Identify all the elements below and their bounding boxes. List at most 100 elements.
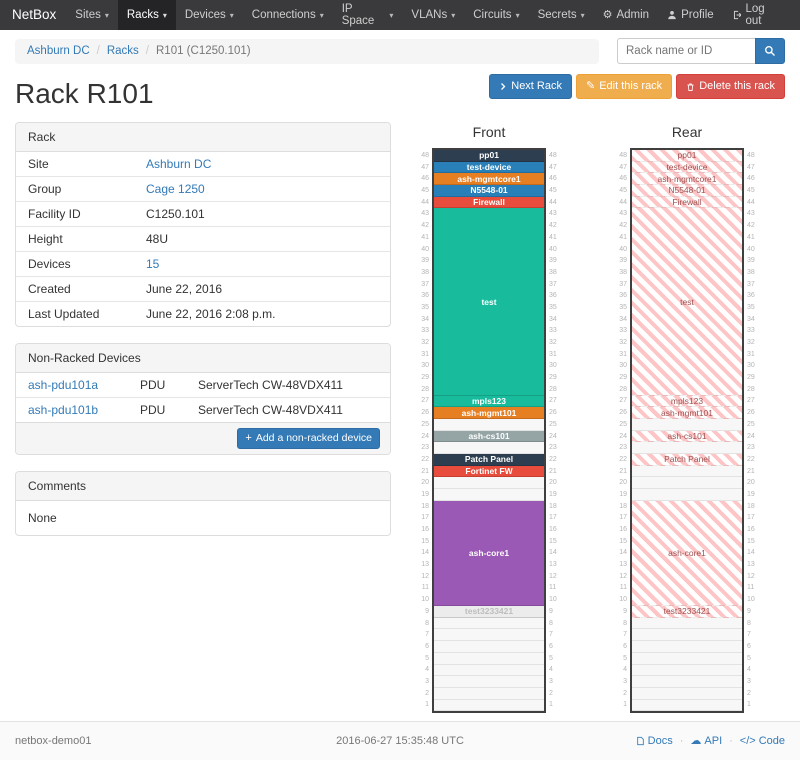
unit-number: 48 xyxy=(421,152,429,159)
unit-number: 1 xyxy=(549,701,553,709)
nav-item-circuits[interactable]: Circuits ▾ xyxy=(473,9,520,21)
rear-device-ash-mgmtcore1[interactable]: ash-mgmtcore1 xyxy=(632,173,742,186)
rear-device-n5548-01[interactable]: N5548-01 xyxy=(632,185,742,197)
rear-device-ash-core1[interactable]: ash-core1 xyxy=(632,500,742,607)
unit-number: 34 xyxy=(747,315,755,323)
device-label: test-device xyxy=(466,162,512,173)
rear-device-firewall[interactable]: Firewall xyxy=(632,196,742,209)
rear-device-ash-cs101[interactable]: ash-cs101 xyxy=(632,430,742,443)
attr-label: Last Updated xyxy=(16,301,134,326)
front-device-test-device[interactable]: test-device xyxy=(434,161,544,174)
non-racked-row-ash-pdu101b: ash-pdu101b PDU ServerTech CW-48VDX411 xyxy=(16,397,390,422)
comments-body: None xyxy=(28,510,57,525)
pencil-icon: ✎ xyxy=(586,80,596,93)
search-button[interactable] xyxy=(755,38,785,64)
device-link-ash-pdu101a[interactable]: ash-pdu101a xyxy=(28,378,99,392)
rear-device-test-device[interactable]: test-device xyxy=(632,161,742,174)
nav-item-profile[interactable]: Profile xyxy=(658,0,723,30)
device-label: ash-mgmt101 xyxy=(661,407,713,418)
attr-row-site: Site Ashburn DC xyxy=(16,152,390,177)
unit-number: 12 xyxy=(747,572,755,580)
front-device-ash-mgmt101[interactable]: ash-mgmt101 xyxy=(434,407,544,419)
non-racked-footer: + Add a non-racked device xyxy=(16,422,390,454)
unit-number: 45 xyxy=(619,187,627,195)
front-device-test3233421[interactable]: test3233421 xyxy=(434,606,544,618)
docs-icon xyxy=(636,737,644,746)
unit-number: 47 xyxy=(747,163,755,171)
unit-number: 29 xyxy=(619,374,627,382)
unit-number: 40 xyxy=(421,245,429,253)
nav-item-secrets[interactable]: Secrets ▾ xyxy=(537,9,585,21)
front-device-ash-core1[interactable]: ash-core1 xyxy=(434,500,544,607)
app-brand[interactable]: NetBox xyxy=(12,7,57,22)
rear-device-mpls123[interactable]: mpls123 xyxy=(632,395,742,408)
front-device-firewall[interactable]: Firewall xyxy=(434,196,544,209)
front-device-ash-mgmtcore1[interactable]: ash-mgmtcore1 xyxy=(434,173,544,186)
rear-device-ash-mgmt101[interactable]: ash-mgmt101 xyxy=(632,407,742,419)
breadcrumb-link-racks[interactable]: Racks xyxy=(106,45,139,57)
front-device-patch-panel[interactable]: Patch Panel xyxy=(434,454,544,466)
nav-item-devices[interactable]: Devices ▾ xyxy=(184,9,234,21)
unit-number: 46 xyxy=(619,175,627,183)
unit-number: 42 xyxy=(747,222,755,230)
edit-this-rack-button[interactable]: ✎ Edit this rack xyxy=(576,74,673,100)
front-empty-unit xyxy=(434,687,544,700)
unit-number: 12 xyxy=(549,572,557,580)
unit-number: 17 xyxy=(619,514,627,522)
rack-panel: Rack Site Ashburn DC Group Cage 1250 Facilit… xyxy=(15,122,391,327)
attr-value-devices: 15 xyxy=(134,251,390,277)
rear-device-patch-panel[interactable]: Patch Panel xyxy=(632,454,742,466)
unit-number: 38 xyxy=(549,268,557,276)
device-label: mpls123 xyxy=(471,395,507,406)
nav-item-log-out[interactable]: Log out xyxy=(723,0,792,30)
device-label: test3233421 xyxy=(464,606,514,617)
unit-number: 26 xyxy=(549,409,557,417)
delete-this-rack-button[interactable]: Delete this rack xyxy=(676,74,785,100)
unit-number: 45 xyxy=(747,187,755,195)
nav-item-sites[interactable]: Sites ▾ xyxy=(75,9,109,21)
attr-value-devices-link[interactable]: 15 xyxy=(146,257,160,271)
search-input[interactable] xyxy=(617,38,755,64)
device-link-ash-pdu101b[interactable]: ash-pdu101b xyxy=(28,403,99,417)
attr-value-group-link[interactable]: Cage 1250 xyxy=(146,182,205,196)
rear-device-test3233421[interactable]: test3233421 xyxy=(632,606,742,618)
next-rack-button[interactable]: Next Rack xyxy=(489,74,572,100)
rear-device-pp01[interactable]: pp01 xyxy=(632,150,742,162)
nav-item-racks[interactable]: Racks ▾ xyxy=(117,0,176,30)
front-device-pp01[interactable]: pp01 xyxy=(434,150,544,162)
attr-row-created: Created June 22, 2016 xyxy=(16,276,390,302)
front-device-n5548-01[interactable]: N5548-01 xyxy=(434,185,544,197)
rear-device-test[interactable]: test xyxy=(632,208,742,396)
footer-host: netbox-demo01 xyxy=(15,735,92,748)
footer-link-api[interactable]: ☁ API xyxy=(690,734,723,748)
unit-number: 40 xyxy=(747,245,755,253)
unit-number: 23 xyxy=(619,444,627,452)
footer-link-docs[interactable]: Docs xyxy=(636,735,673,747)
unit-number: 33 xyxy=(747,327,755,335)
add-non-racked-device-button[interactable]: + Add a non-racked device xyxy=(237,428,380,449)
attr-value-site-link[interactable]: Ashburn DC xyxy=(146,157,212,171)
unit-number: 27 xyxy=(747,397,755,405)
unit-number: 30 xyxy=(549,362,557,370)
unit-number: 27 xyxy=(421,397,429,405)
breadcrumb-link-ashburn-dc[interactable]: Ashburn DC xyxy=(27,45,90,57)
front-device-mpls123[interactable]: mpls123 xyxy=(434,395,544,408)
device-model: ServerTech CW-48VDX411 xyxy=(186,397,390,422)
attr-row-group: Group Cage 1250 xyxy=(16,176,390,202)
rear-empty-unit xyxy=(632,641,742,653)
device-model: ServerTech CW-48VDX411 xyxy=(198,378,343,392)
front-device-fortinet-fw[interactable]: Fortinet FW xyxy=(434,465,544,478)
footer-link-code[interactable]: </> Code xyxy=(739,734,785,748)
front-device-test[interactable]: test xyxy=(434,208,544,396)
nav-item-admin[interactable]: ⚙ Admin xyxy=(602,8,650,21)
unit-number: 25 xyxy=(619,420,627,428)
nav-item-ip-space[interactable]: IP Space ▾ xyxy=(341,3,394,27)
nav-item-connections[interactable]: Connections ▾ xyxy=(251,9,324,21)
navbar-right: ⚙ Admin Profile Log out xyxy=(594,0,800,30)
front-device-ash-cs101[interactable]: ash-cs101 xyxy=(434,430,544,443)
unit-number: 21 xyxy=(549,467,557,475)
left-column: Rack Site Ashburn DC Group Cage 1250 Facilit… xyxy=(15,122,391,552)
unit-number: 13 xyxy=(549,561,557,569)
nav-item-vlans[interactable]: VLANs ▾ xyxy=(411,9,456,21)
unit-number: 7 xyxy=(549,631,553,639)
